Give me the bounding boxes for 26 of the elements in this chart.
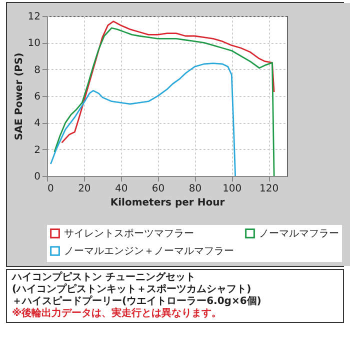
y-tick-label: 12 — [28, 12, 40, 22]
x-tick-label: 0 — [48, 184, 54, 194]
y-tick-label: 0 — [34, 172, 40, 182]
legend-label: サイレントスポーツマフラー — [64, 228, 194, 240]
line-series — [61, 20, 275, 144]
y-tick-label: 10 — [28, 38, 40, 50]
text: (ハイコンプピストンキット＋スポーツカムシャフト) — [12, 284, 252, 295]
legend-label: ノーマルマフラー — [259, 228, 339, 240]
x-tick-label: 40 — [114, 184, 128, 194]
line-series — [50, 62, 236, 177]
x-tick-label: 100 — [222, 184, 242, 194]
y-tick-label: 6 — [34, 92, 40, 102]
y-axis-title: SAE Power (PS) — [14, 52, 25, 140]
x-axis-title: Kilometers per Hour — [110, 198, 225, 208]
x-tick-label: 80 — [188, 184, 202, 194]
y-tick-label: 4 — [34, 118, 40, 130]
x-tick-label: 60 — [152, 184, 165, 194]
y-tick-label: 2 — [34, 144, 40, 156]
text: ハイコンプピストン チューニングセット — [12, 272, 196, 283]
x-tick-label: 120 — [259, 184, 279, 194]
legend-label: ノーマルエンジン＋ノーマルマフラー — [64, 246, 234, 257]
text: ※後輪出力データは、実走行とは異なります。 — [12, 308, 223, 320]
text: ＋ハイスピードプーリー(ウエイトローラー6.0g×6個) — [12, 296, 262, 307]
x-tick-label: 20 — [78, 184, 91, 194]
y-tick-label: 8 — [34, 64, 40, 76]
line-series — [54, 27, 275, 177]
